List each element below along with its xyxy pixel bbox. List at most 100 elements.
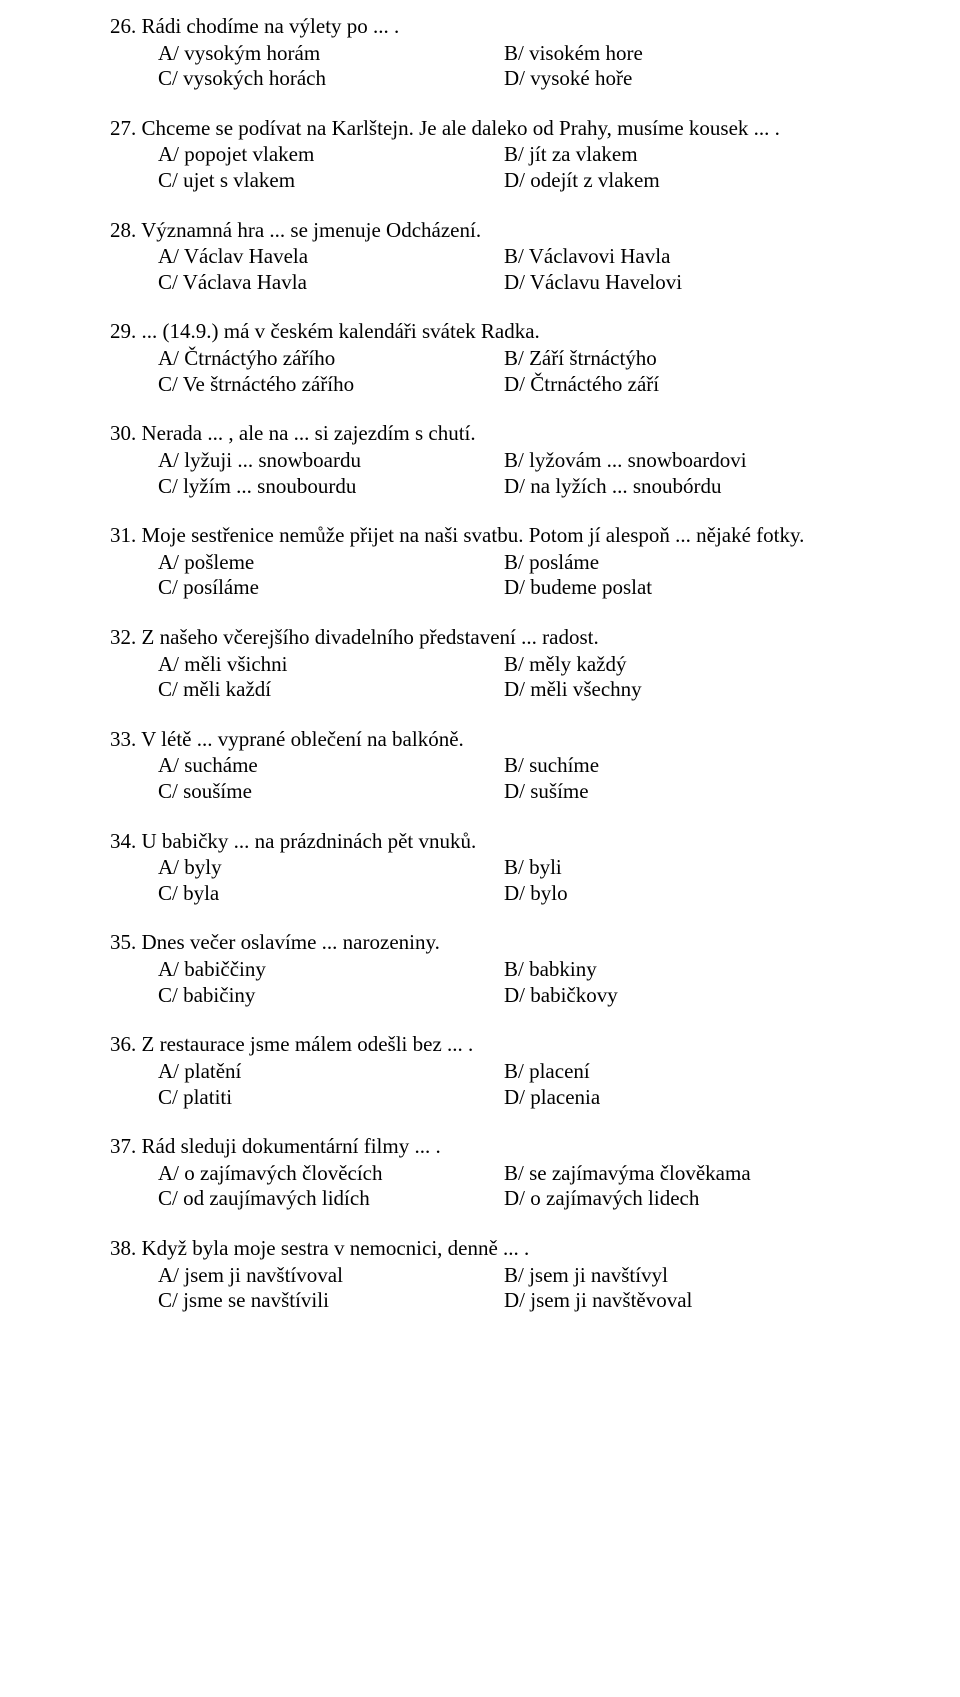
option-a: A/ jsem ji navštívoval <box>158 1263 504 1289</box>
question-text: Nerada ... , ale na ... si zajezdím s ch… <box>142 421 476 445</box>
option-d: D/ vysoké hoře <box>504 66 850 92</box>
option-a: A/ lyžuji ... snowboardu <box>158 448 504 474</box>
option-d: D/ na lyžích ... snoubórdu <box>504 474 850 500</box>
question-prompt: 28. Významná hra ... se jmenuje Odcházen… <box>110 218 850 244</box>
question-text: Když byla moje sestra v nemocnici, denně… <box>142 1236 530 1260</box>
option-row: C/ měli každíD/ měli všechny <box>158 677 850 703</box>
option-row: A/ lyžuji ... snowboarduB/ lyžovám ... s… <box>158 448 850 474</box>
question-prompt: 32. Z našeho včerejšího divadelního před… <box>110 625 850 651</box>
option-c: C/ ujet s vlakem <box>158 168 504 194</box>
option-b: B/ placení <box>504 1059 850 1085</box>
option-row: A/ bylyB/ byli <box>158 855 850 881</box>
option-b: B/ lyžovám ... snowboardovi <box>504 448 850 474</box>
option-c: C/ jsme se navštívili <box>158 1288 504 1314</box>
option-row: C/ jsme se navštíviliD/ jsem ji navštěvo… <box>158 1288 850 1314</box>
question-number: 26. <box>110 14 136 38</box>
option-row: C/ ujet s vlakemD/ odejít z vlakem <box>158 168 850 194</box>
option-b: B/ jsem ji navštívyl <box>504 1263 850 1289</box>
question-prompt: 36. Z restaurace jsme málem odešli bez .… <box>110 1032 850 1058</box>
question-number: 30. <box>110 421 136 445</box>
question-text: Z našeho včerejšího divadelního představ… <box>142 625 599 649</box>
option-c: C/ platiti <box>158 1085 504 1111</box>
option-d: D/ měli všechny <box>504 677 850 703</box>
option-row: A/ o zajímavých člověcíchB/ se zajímavým… <box>158 1161 850 1187</box>
option-row: A/ Čtrnáctýho záříhoB/ Září štrnáctýho <box>158 346 850 372</box>
option-a: A/ Čtrnáctýho zářího <box>158 346 504 372</box>
question-prompt: 29. ... (14.9.) má v českém kalendáři sv… <box>110 319 850 345</box>
options: A/ Čtrnáctýho záříhoB/ Září štrnáctýhoC/… <box>110 346 850 397</box>
option-b: B/ suchíme <box>504 753 850 779</box>
question-text: ... (14.9.) má v českém kalendáři svátek… <box>142 319 540 343</box>
question-number: 33. <box>110 727 136 751</box>
question-text: Chceme se podívat na Karlštejn. Je ale d… <box>142 116 780 140</box>
option-b: B/ byli <box>504 855 850 881</box>
question-number: 36. <box>110 1032 136 1056</box>
option-a: A/ byly <box>158 855 504 881</box>
question-number: 38. <box>110 1236 136 1260</box>
options: A/ platěníB/ placeníC/ platitiD/ placeni… <box>110 1059 850 1110</box>
question: 35. Dnes večer oslavíme ... narozeniny. A… <box>110 930 850 1008</box>
question-number: 29. <box>110 319 136 343</box>
option-a: A/ Václav Havela <box>158 244 504 270</box>
options: A/ jsem ji navštívovalB/ jsem ji navštív… <box>110 1263 850 1314</box>
options: A/ Václav HavelaB/ Václavovi HavlaC/ Vác… <box>110 244 850 295</box>
option-d: D/ Čtrnáctého září <box>504 372 850 398</box>
option-c: C/ lyžím ... snoubourdu <box>158 474 504 500</box>
question-text: Dnes večer oslavíme ... narozeniny. <box>142 930 440 954</box>
option-a: A/ pošleme <box>158 550 504 576</box>
question: 38. Když byla moje sestra v nemocnici, d… <box>110 1236 850 1314</box>
question: 27. Chceme se podívat na Karlštejn. Je a… <box>110 116 850 194</box>
option-b: B/ Září štrnáctýho <box>504 346 850 372</box>
question-prompt: 38. Když byla moje sestra v nemocnici, d… <box>110 1236 850 1262</box>
option-row: A/ jsem ji navštívovalB/ jsem ji navštív… <box>158 1263 850 1289</box>
option-row: A/ babiččinyB/ babkiny <box>158 957 850 983</box>
question-number: 27. <box>110 116 136 140</box>
option-row: C/ vysokých horáchD/ vysoké hoře <box>158 66 850 92</box>
option-c: C/ vysokých horách <box>158 66 504 92</box>
option-row: A/ suchámeB/ suchíme <box>158 753 850 779</box>
page: 26. Rádi chodíme na výlety po ... . A/ vy… <box>0 0 960 1697</box>
option-d: D/ odejít z vlakem <box>504 168 850 194</box>
option-d: D/ sušíme <box>504 779 850 805</box>
option-row: C/ posílámeD/ budeme poslat <box>158 575 850 601</box>
option-c: C/ od zaujímavých lidích <box>158 1186 504 1212</box>
option-a: A/ babiččiny <box>158 957 504 983</box>
option-row: A/ Václav HavelaB/ Václavovi Havla <box>158 244 850 270</box>
option-row: C/ Václava HavlaD/ Václavu Havelovi <box>158 270 850 296</box>
option-row: C/ platitiD/ placenia <box>158 1085 850 1111</box>
question-prompt: 30. Nerada ... , ale na ... si zajezdím … <box>110 421 850 447</box>
question-number: 37. <box>110 1134 136 1158</box>
question: 33. V létě ... vyprané oblečení na balkó… <box>110 727 850 805</box>
option-b: B/ se zajímavýma člověkama <box>504 1161 850 1187</box>
options: A/ suchámeB/ suchímeC/ soušímeD/ sušíme <box>110 753 850 804</box>
question-number: 35. <box>110 930 136 954</box>
option-d: D/ babičkovy <box>504 983 850 1009</box>
option-row: C/ soušímeD/ sušíme <box>158 779 850 805</box>
option-row: A/ platěníB/ placení <box>158 1059 850 1085</box>
question-number: 34. <box>110 829 136 853</box>
question: 28. Významná hra ... se jmenuje Odcházen… <box>110 218 850 296</box>
option-d: D/ placenia <box>504 1085 850 1111</box>
option-a: A/ o zajímavých člověcích <box>158 1161 504 1187</box>
options: A/ pošlemeB/ poslámeC/ posílámeD/ budeme… <box>110 550 850 601</box>
question-text: Rádi chodíme na výlety po ... . <box>142 14 400 38</box>
options: A/ lyžuji ... snowboarduB/ lyžovám ... s… <box>110 448 850 499</box>
question-text: Rád sleduji dokumentární filmy ... . <box>142 1134 441 1158</box>
question: 30. Nerada ... , ale na ... si zajezdím … <box>110 421 850 499</box>
option-b: B/ visokém hore <box>504 41 850 67</box>
question: 34. U babičky ... na prázdninách pět vnu… <box>110 829 850 907</box>
question-prompt: 27. Chceme se podívat na Karlštejn. Je a… <box>110 116 850 142</box>
option-a: A/ vysokým horám <box>158 41 504 67</box>
option-b: B/ babkiny <box>504 957 850 983</box>
option-row: A/ popojet vlakemB/ jít za vlakem <box>158 142 850 168</box>
question: 31. Moje sestřenice nemůže přijet na naš… <box>110 523 850 601</box>
options: A/ popojet vlakemB/ jít za vlakemC/ ujet… <box>110 142 850 193</box>
option-d: D/ o zajímavých lidech <box>504 1186 850 1212</box>
question-number: 28. <box>110 218 136 242</box>
options: A/ babiččinyB/ babkinyC/ babičinyD/ babi… <box>110 957 850 1008</box>
option-row: C/ bylaD/ bylo <box>158 881 850 907</box>
question-text: V létě ... vyprané oblečení na balkóně. <box>141 727 464 751</box>
question-prompt: 34. U babičky ... na prázdninách pět vnu… <box>110 829 850 855</box>
option-row: A/ měli všichniB/ měly každý <box>158 652 850 678</box>
option-b: B/ posláme <box>504 550 850 576</box>
